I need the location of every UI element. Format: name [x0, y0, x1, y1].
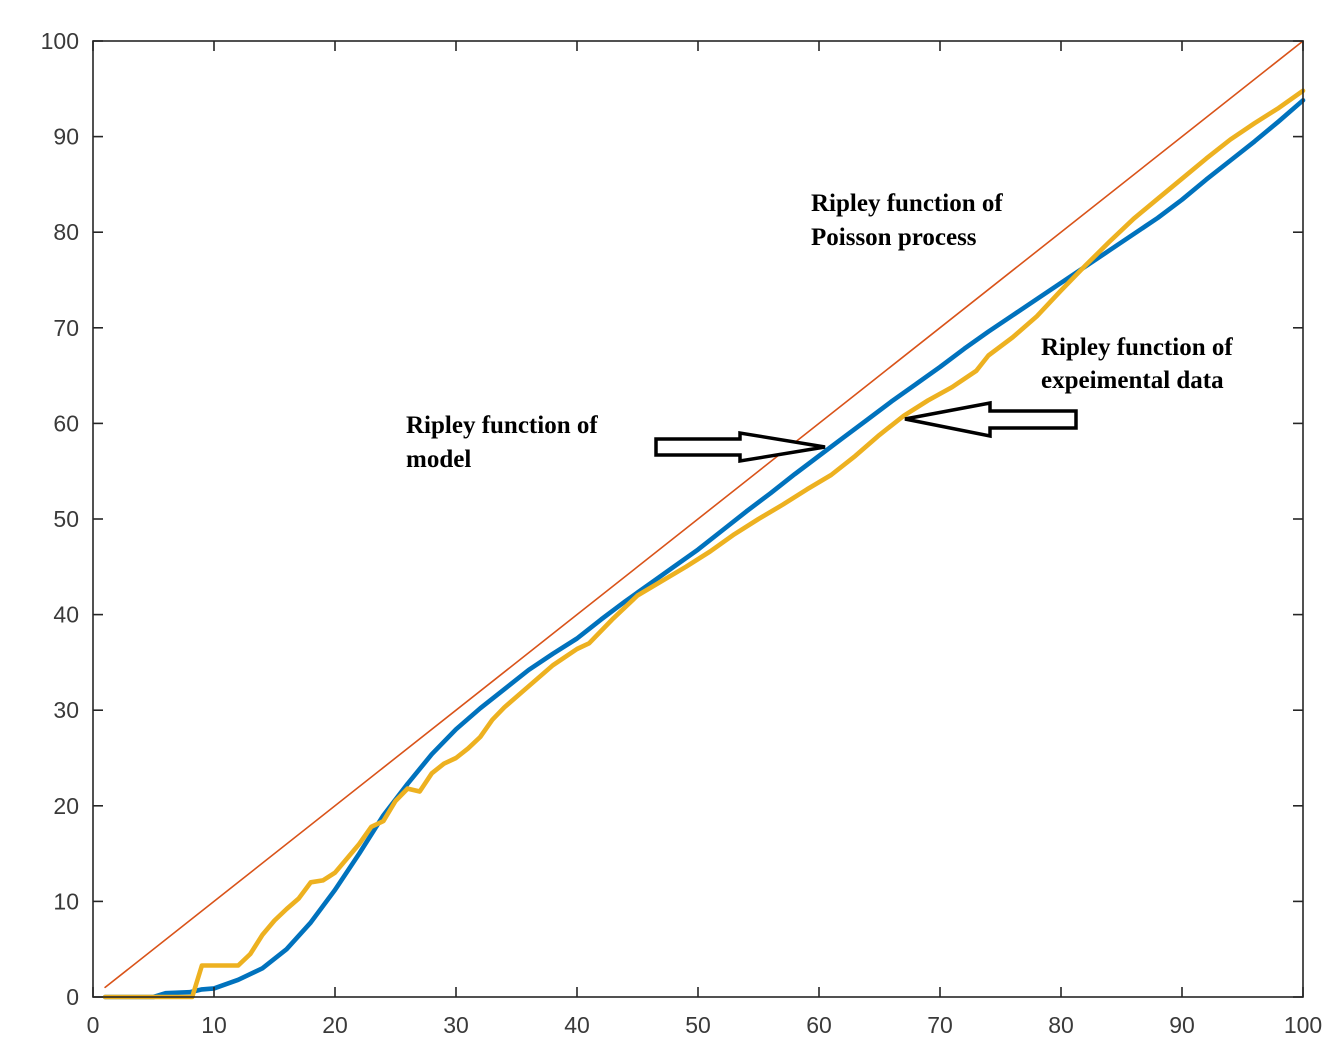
annotation-model-line-2: model [406, 446, 471, 473]
y-tick-label: 80 [53, 219, 79, 245]
annotation-experimental-line-1: Ripley function of [1041, 334, 1233, 361]
y-tick-label: 10 [53, 888, 79, 914]
series-line-poisson [104, 40, 1304, 989]
y-tick-label: 0 [66, 984, 79, 1010]
arrow-to-experimental [904, 400, 1078, 439]
x-tick-label: 0 [87, 1012, 100, 1037]
annotation-model: Ripley function of model [406, 412, 604, 473]
y-tick-label: 90 [53, 124, 79, 150]
y-tick-label: 60 [53, 410, 79, 436]
series-line-experimental [102, 88, 1306, 1000]
tick-layer: 0 10 20 30 40 50 60 70 80 90 100 0 10 20 30 40 50 60 70 80 9… [41, 28, 1323, 1037]
annotation-poisson: Ripley function of Poisson process [811, 190, 1009, 251]
annotation-model-line-1: Ripley function of [406, 412, 598, 439]
x-tick-label: 30 [443, 1012, 469, 1037]
y-tick-label: 20 [53, 793, 79, 819]
x-tick-label: 10 [201, 1012, 227, 1037]
x-tick-label: 80 [1048, 1012, 1074, 1037]
x-tick-label: 100 [1284, 1012, 1322, 1037]
y-tick-label: 40 [53, 602, 79, 628]
y-tick-label: 100 [41, 28, 79, 54]
arrow-to-model [654, 430, 826, 464]
annotation-experimental: Ripley function of expeimental data [1041, 334, 1239, 394]
y-tick-label: 50 [53, 506, 79, 532]
y-tick-label: 30 [53, 697, 79, 723]
x-tick-label: 60 [806, 1012, 832, 1037]
x-tick-label: 40 [564, 1012, 590, 1037]
series-layer [102, 40, 1306, 1000]
y-tick-label: 70 [53, 315, 79, 341]
annotation-experimental-line-2: expeimental data [1041, 367, 1224, 394]
x-tick-label: 50 [685, 1012, 711, 1037]
annotation-poisson-line-1: Ripley function of [811, 190, 1003, 217]
annotation-poisson-line-2: Poisson process [811, 224, 977, 251]
x-tick-label: 20 [322, 1012, 348, 1037]
series-line-model [102, 98, 1306, 1000]
x-tick-label: 70 [927, 1012, 953, 1037]
x-tick-label: 90 [1169, 1012, 1195, 1037]
